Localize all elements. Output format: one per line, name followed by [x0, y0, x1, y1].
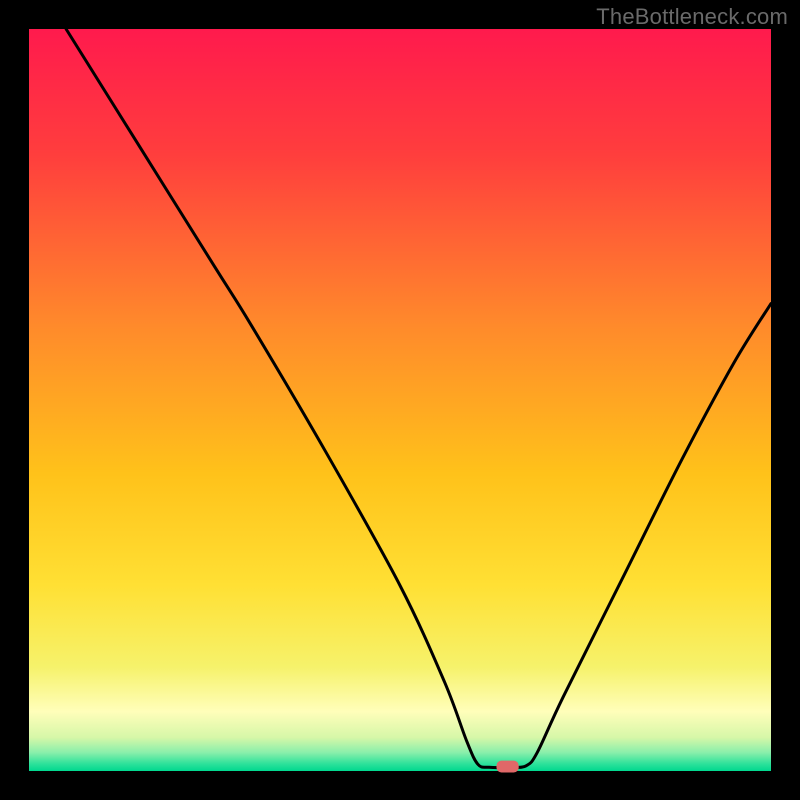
bottleneck-chart: [0, 0, 800, 800]
chart-container: TheBottleneck.com: [0, 0, 800, 800]
watermark-label: TheBottleneck.com: [596, 4, 788, 30]
plot-area: [29, 29, 771, 771]
optimum-marker: [496, 761, 518, 773]
